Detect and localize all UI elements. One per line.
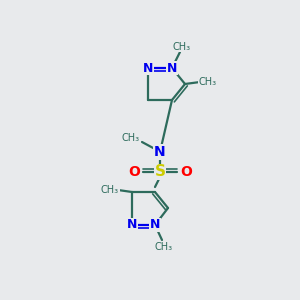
- Text: CH₃: CH₃: [101, 185, 119, 195]
- Text: CH₃: CH₃: [122, 133, 140, 143]
- Text: O: O: [180, 165, 192, 179]
- Text: S: S: [154, 164, 166, 179]
- Text: O: O: [128, 165, 140, 179]
- Text: N: N: [150, 218, 160, 232]
- Text: CH₃: CH₃: [173, 42, 191, 52]
- Text: N: N: [143, 61, 153, 74]
- Text: N: N: [167, 61, 177, 74]
- Text: CH₃: CH₃: [199, 77, 217, 87]
- Text: CH₃: CH₃: [155, 242, 173, 252]
- Text: N: N: [154, 145, 166, 159]
- Text: N: N: [127, 218, 137, 232]
